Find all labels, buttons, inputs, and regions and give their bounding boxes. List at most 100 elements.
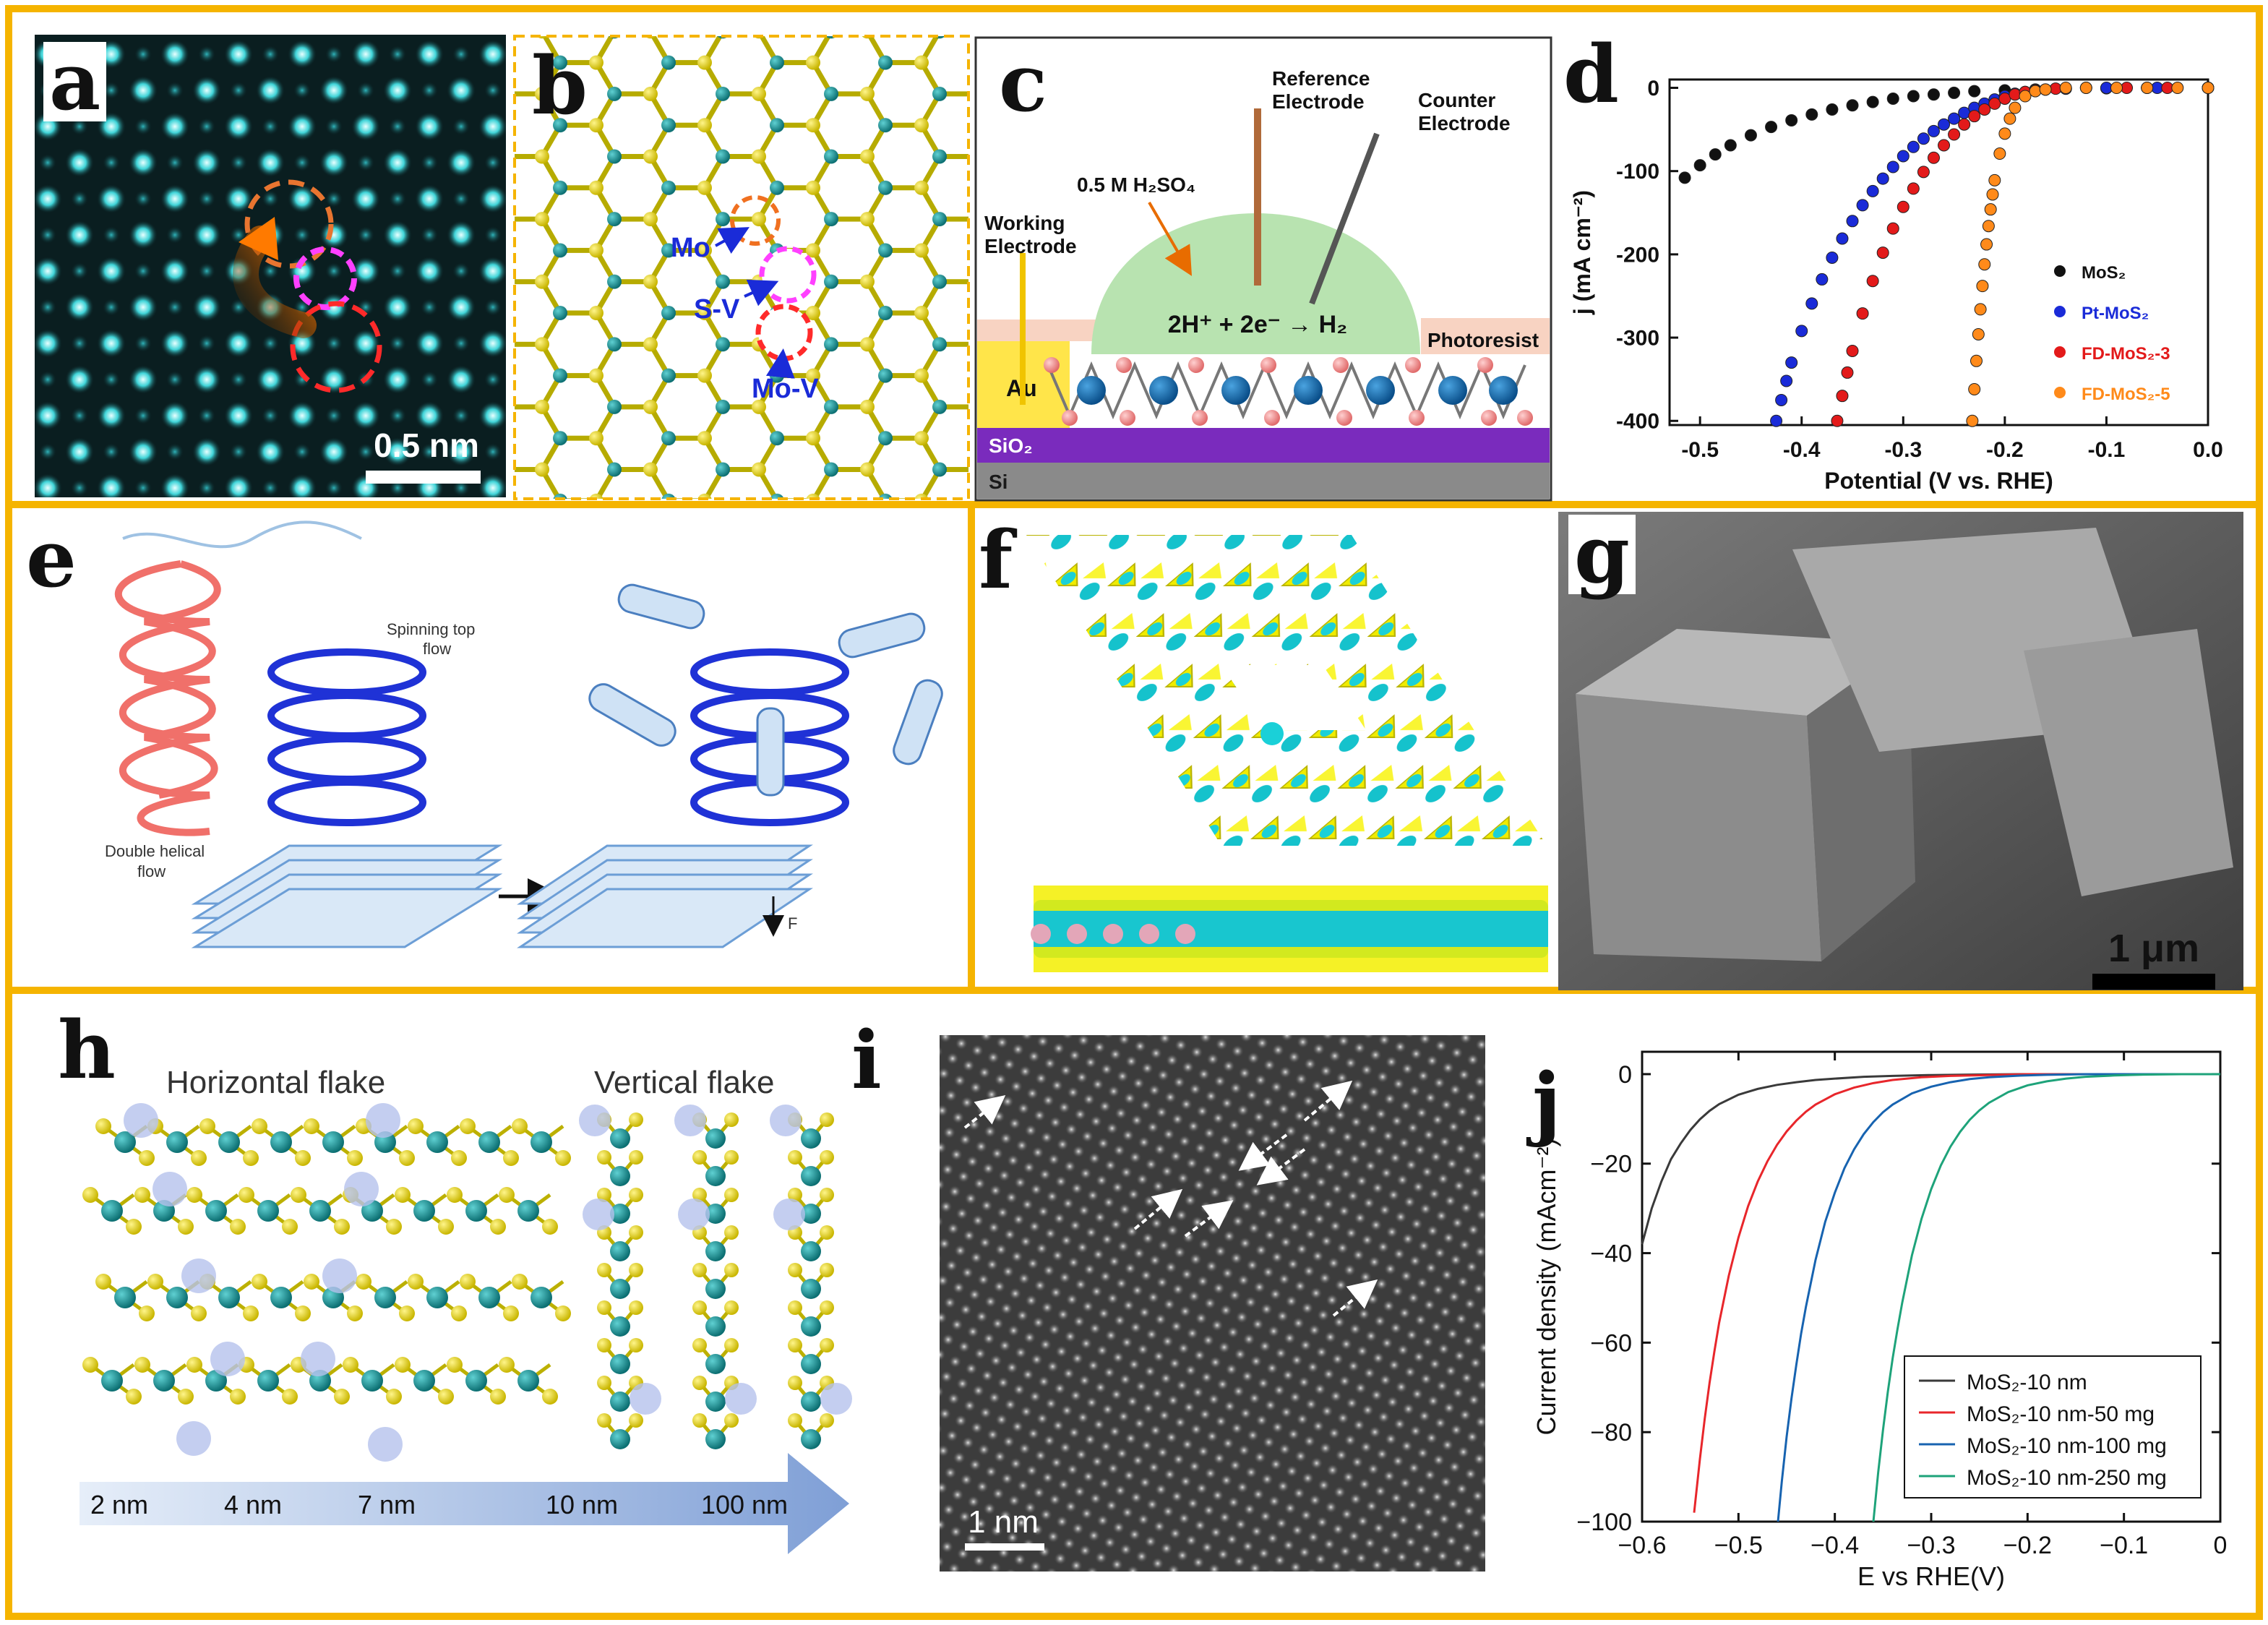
scalebar-i-label: 1 nm: [968, 1504, 1039, 1540]
horizontal-flake-title: Horizontal flake: [166, 1065, 385, 1100]
horizontal-layer: [82, 1172, 558, 1235]
data-point: [2202, 82, 2215, 95]
s-atom: [724, 1112, 739, 1127]
intercalant: [630, 1383, 661, 1415]
mo-atom: [1077, 376, 1106, 405]
mo-atom: [517, 1370, 539, 1392]
data-point: [1958, 118, 1971, 131]
data-point: [2019, 90, 2032, 103]
si-layer: [977, 463, 1550, 499]
helix-strand: [115, 560, 210, 836]
y-tick-label: −40: [1590, 1240, 1632, 1267]
data-point: [1805, 297, 1818, 310]
mo-atom: [705, 1392, 726, 1412]
series-line: [1641, 1073, 2220, 1245]
data-point: [1805, 108, 1818, 121]
s-atom: [1116, 357, 1132, 373]
s-atom: [512, 1118, 528, 1134]
intercalant: [124, 1103, 158, 1138]
vacancy-mo-highlight: [730, 195, 781, 246]
s-atom: [243, 1150, 259, 1166]
s-atom: [490, 1219, 506, 1235]
data-point: [1846, 215, 1859, 228]
x-tick-label: -0.4: [1783, 438, 1821, 462]
counter-label-1: Counter: [1418, 89, 1495, 111]
legend-marker: [2054, 306, 2066, 317]
data-point: [1917, 132, 1930, 145]
y-axis-label: j (mA cm⁻²): [1569, 190, 1595, 315]
s-atom: [503, 1150, 519, 1166]
s-atom: [724, 1188, 739, 1202]
counter-label-2: Electrode: [1418, 112, 1511, 134]
intercalant: [344, 1172, 379, 1206]
pink-atom: [1031, 924, 1051, 944]
spinning-top-label-2: flow: [423, 640, 451, 658]
stem-image: [35, 35, 506, 497]
data-point: [1846, 99, 1859, 112]
s-atom: [692, 1376, 707, 1390]
y-tick-label: −80: [1590, 1419, 1632, 1446]
data-point: [1968, 85, 1981, 98]
s-atom: [597, 1413, 611, 1428]
legend-label: FD-MoS₂-3: [2082, 344, 2170, 364]
panel-label-g: g: [1568, 515, 1636, 594]
s-atom: [1333, 357, 1349, 373]
y-tick-label: -200: [1616, 243, 1659, 267]
charge-density-side-view: [1034, 900, 1548, 958]
vertical-flake-layers: [579, 1105, 852, 1449]
mo-atom: [801, 1166, 821, 1186]
mo-atom: [705, 1241, 726, 1261]
double-helix: [115, 560, 221, 836]
s-atom: [555, 1150, 571, 1166]
s-atom: [820, 1263, 834, 1277]
s-atom: [820, 1413, 834, 1428]
mo-atom: [1438, 376, 1467, 405]
panel-label-b: b: [532, 39, 588, 132]
s-atom: [1409, 410, 1425, 426]
double-helical-label-2: flow: [137, 862, 166, 880]
s-atom: [597, 1263, 611, 1277]
data-point: [2059, 82, 2072, 95]
s-atom: [399, 1150, 415, 1166]
data-point: [1876, 246, 1889, 260]
s-atom: [490, 1389, 506, 1405]
data-point: [2029, 85, 2042, 98]
intercalant: [725, 1383, 757, 1415]
data-point: [1826, 251, 1839, 264]
data-point: [1866, 95, 1879, 108]
defect-circle-orange: [244, 179, 334, 269]
stacked-sheets-right: [517, 844, 813, 948]
intercalant: [368, 1427, 403, 1462]
defect-arrows: [963, 1080, 1378, 1317]
data-point: [1917, 166, 1930, 179]
legend-label: Pt-MoS₂: [2082, 304, 2149, 323]
scroll: [893, 679, 943, 766]
mo-atom: [205, 1200, 227, 1222]
data-point: [1886, 222, 1899, 235]
s-atom: [399, 1305, 415, 1321]
s-atom: [629, 1188, 643, 1202]
s-atom: [343, 1357, 358, 1373]
intercalant: [674, 1105, 706, 1136]
mo-atom: [705, 1279, 726, 1299]
data-point: [1876, 172, 1889, 185]
data-point: [1927, 124, 1940, 137]
mo-atom: [257, 1370, 279, 1392]
mo-atom: [374, 1287, 396, 1308]
mo-atom: [610, 1241, 630, 1261]
s-atom: [1477, 357, 1493, 373]
pink-atom: [1139, 924, 1159, 944]
mo-atom: [270, 1131, 292, 1153]
data-point: [1907, 140, 1920, 153]
s-atom: [724, 1263, 739, 1277]
lattice-area: [515, 36, 968, 499]
electrolyte-arrow: [1148, 201, 1193, 276]
series-line: [1777, 1073, 2220, 1522]
mo-arrow: [715, 227, 750, 254]
data-point: [1958, 106, 1971, 119]
s-atom: [1192, 410, 1208, 426]
label-sv: S-V: [694, 294, 740, 325]
vacancy-center-dot: [1260, 722, 1284, 745]
data-point: [1974, 303, 1987, 316]
mo-atom: [801, 1279, 821, 1299]
